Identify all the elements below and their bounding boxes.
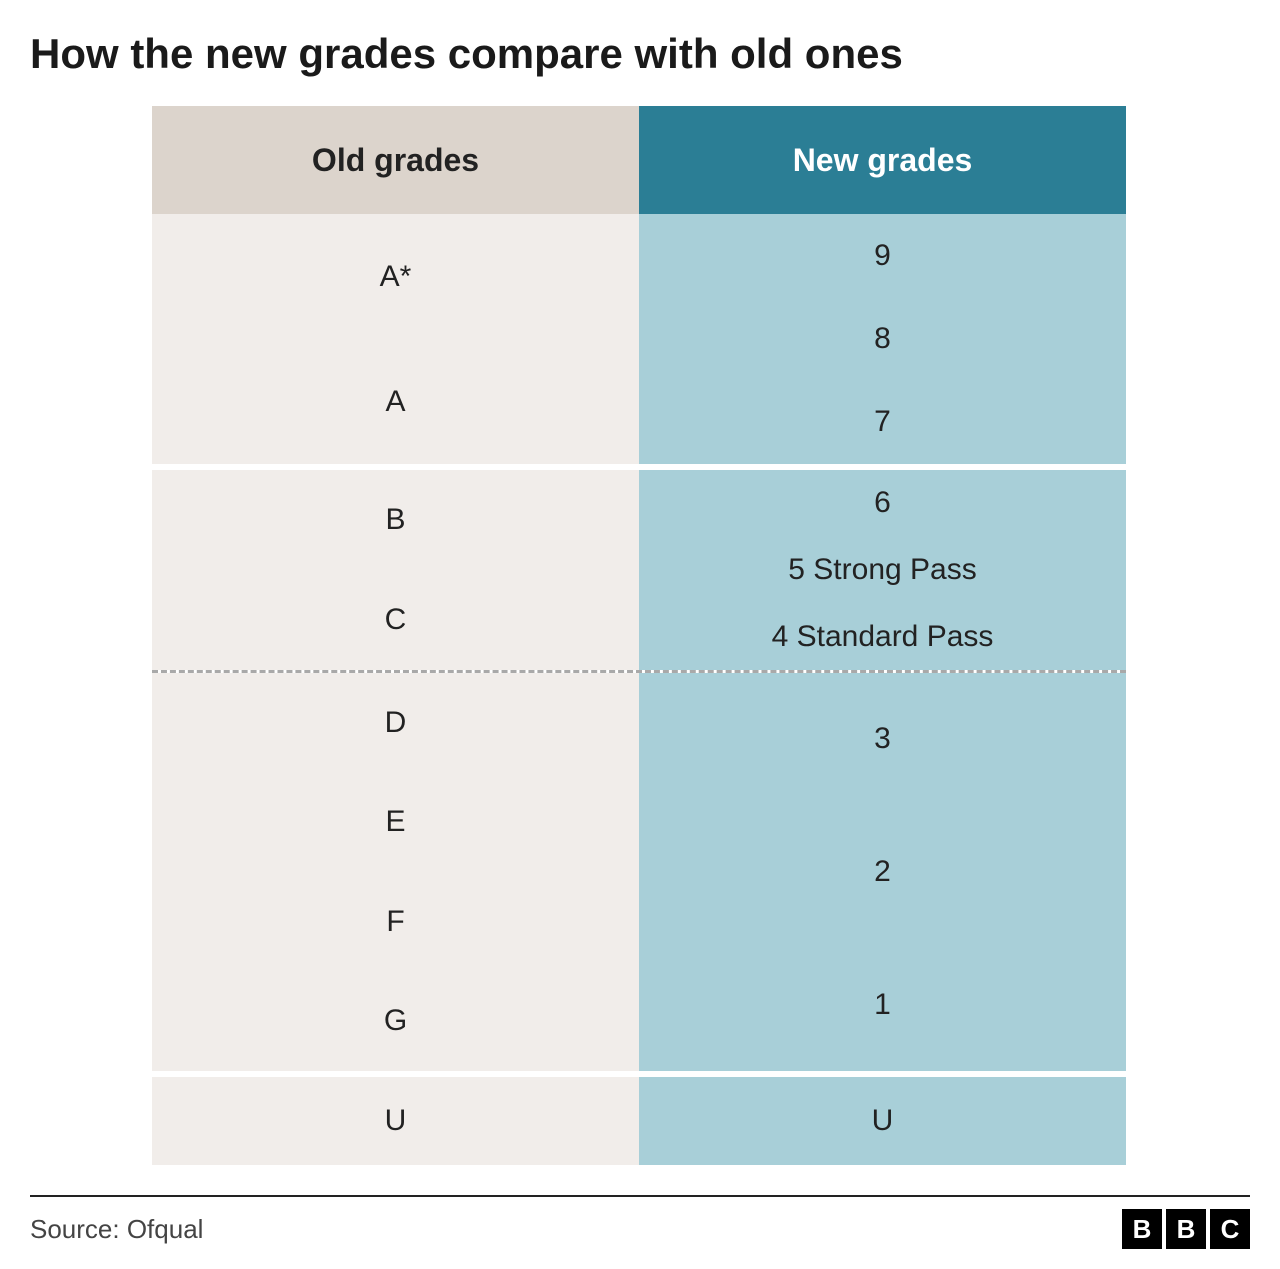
- table-section: UU: [152, 1077, 1126, 1165]
- old-grades-cell: A* A: [152, 214, 639, 464]
- bbc-logo: BBC: [1122, 1209, 1250, 1249]
- old-grades-header: Old grades: [152, 106, 639, 214]
- table-section: BC 6 5 Strong Pass 4 Standard Pass: [152, 470, 1126, 670]
- grade-value: 5 Strong Pass: [788, 545, 976, 595]
- chart-title: How the new grades compare with old ones: [30, 30, 1250, 78]
- grade-value: 4 Standard Pass: [772, 612, 994, 662]
- table-section: A* A 9 8 7: [152, 214, 1126, 464]
- table-section: DEFG 3 2 1: [152, 673, 1126, 1071]
- grade-value: U: [872, 1096, 894, 1146]
- grade-value: 6: [874, 478, 891, 528]
- grade-value: 3: [874, 714, 891, 764]
- bbc-logo-letter: B: [1122, 1209, 1162, 1249]
- table-header-row: Old grades New grades: [152, 106, 1126, 214]
- grade-value: U: [385, 1096, 407, 1146]
- grade-value: A*: [380, 252, 412, 302]
- bbc-logo-letter: B: [1166, 1209, 1206, 1249]
- grade-value: 9: [874, 231, 891, 281]
- grade-value: G: [384, 996, 407, 1046]
- old-grades-cell: BC: [152, 470, 639, 670]
- new-grades-header: New grades: [639, 106, 1126, 214]
- grade-value: 8: [874, 314, 891, 364]
- grade-value: A: [385, 377, 405, 427]
- footer: Source: Ofqual BBC: [30, 1195, 1250, 1249]
- grade-value: E: [385, 797, 405, 847]
- bbc-logo-letter: C: [1210, 1209, 1250, 1249]
- new-grades-cell: U: [639, 1077, 1126, 1165]
- grade-value: 2: [874, 847, 891, 897]
- new-grades-cell: 9 8 7: [639, 214, 1126, 464]
- new-grades-cell: 6 5 Strong Pass 4 Standard Pass: [639, 470, 1126, 670]
- grade-value: 7: [874, 397, 891, 447]
- grades-table: Old grades New grades A* A 9 8 7 BC 6 5 Strong …: [152, 106, 1128, 1165]
- grade-value: D: [385, 698, 407, 748]
- grade-value: C: [385, 595, 407, 645]
- old-grades-cell: U: [152, 1077, 639, 1165]
- old-grades-cell: DEFG: [152, 673, 639, 1071]
- source-text: Source: Ofqual: [30, 1214, 203, 1245]
- new-grades-cell: 3 2 1: [639, 673, 1126, 1071]
- grade-value: F: [386, 897, 404, 947]
- grade-value: 1: [874, 980, 891, 1030]
- grade-value: B: [385, 495, 405, 545]
